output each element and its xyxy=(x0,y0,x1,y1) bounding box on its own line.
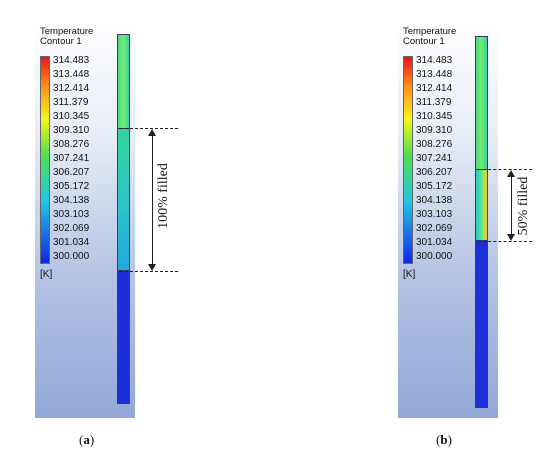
level-label: 314.483 xyxy=(53,55,90,66)
level-label: 300.000 xyxy=(416,251,453,262)
level-label: 303.103 xyxy=(53,209,90,220)
fill-span-line xyxy=(152,131,153,268)
pipe-upper-section xyxy=(117,34,130,129)
pipe-lower-section xyxy=(117,270,130,404)
level-label: 300.000 xyxy=(53,251,90,262)
fill-annotation-label: 100% filled xyxy=(156,161,172,231)
fill-top-dashed-line xyxy=(120,128,178,129)
level-label: 313.448 xyxy=(416,69,453,80)
pipe-lower-section xyxy=(475,240,488,408)
unit-label: [K] xyxy=(403,269,416,280)
level-label: 301.034 xyxy=(53,237,90,248)
pipe-filled-section xyxy=(117,128,130,271)
legend-title-line1: Temperature xyxy=(40,26,94,37)
caption-letter: b xyxy=(440,432,448,447)
level-label: 309.310 xyxy=(53,125,90,136)
caption-paren: ( xyxy=(79,432,84,447)
legend-title-line2: Contour 1 xyxy=(403,36,445,47)
unit-label: [K] xyxy=(40,269,53,280)
caption-b: (b) xyxy=(436,432,452,448)
level-label: 312.414 xyxy=(416,83,453,94)
level-label: 304.138 xyxy=(53,195,90,206)
legend-title: Temperature Contour 1 xyxy=(403,27,456,47)
fill-annotation-label: 50% filled xyxy=(516,174,532,238)
caption-paren: ) xyxy=(447,432,452,447)
level-label: 306.207 xyxy=(53,167,90,178)
level-label: 305.172 xyxy=(53,181,90,192)
arrow-down-icon xyxy=(148,264,156,271)
colorbar-levels: 314.483 313.448 312.414 311.379 310.345 … xyxy=(416,54,452,264)
level-label: 306.207 xyxy=(416,167,453,178)
legend-title-line1: Temperature xyxy=(403,26,457,37)
pipe-upper-section xyxy=(475,36,488,170)
level-label: 310.345 xyxy=(416,111,453,122)
level-label: 308.276 xyxy=(53,139,90,150)
caption-a: (a) xyxy=(79,432,94,448)
fill-bottom-dashed-line xyxy=(120,271,178,272)
level-label: 311.379 xyxy=(416,97,452,108)
fill-top-dashed-line xyxy=(478,169,532,170)
level-label: 309.310 xyxy=(416,125,453,136)
level-label: 313.448 xyxy=(53,69,90,80)
level-label: 307.241 xyxy=(53,153,90,164)
pipe-filled-section xyxy=(475,169,488,241)
colorbar-levels: 314.483 313.448 312.414 311.379 310.345 … xyxy=(53,54,89,264)
temperature-colorbar xyxy=(40,56,50,264)
caption-letter: a xyxy=(83,432,90,447)
level-label: 302.069 xyxy=(53,223,90,234)
arrow-up-icon xyxy=(507,170,515,177)
level-label: 303.103 xyxy=(416,209,453,220)
legend-title: Temperature Contour 1 xyxy=(40,27,93,47)
level-label: 308.276 xyxy=(416,139,453,150)
arrow-down-icon xyxy=(507,234,515,241)
fill-bottom-dashed-line xyxy=(478,241,532,242)
level-label: 312.414 xyxy=(53,83,90,94)
level-label: 314.483 xyxy=(416,55,453,66)
arrow-up-icon xyxy=(148,129,156,136)
temperature-colorbar xyxy=(403,56,413,264)
level-label: 301.034 xyxy=(416,237,453,248)
level-label: 310.345 xyxy=(53,111,90,122)
caption-paren: ( xyxy=(436,432,441,447)
level-label: 307.241 xyxy=(416,153,453,164)
level-label: 305.172 xyxy=(416,181,453,192)
fill-span-line xyxy=(511,172,512,238)
level-label: 304.138 xyxy=(416,195,453,206)
legend-title-line2: Contour 1 xyxy=(40,36,82,47)
level-label: 302.069 xyxy=(416,223,453,234)
caption-paren: ) xyxy=(89,432,95,447)
level-label: 311.379 xyxy=(53,97,89,108)
